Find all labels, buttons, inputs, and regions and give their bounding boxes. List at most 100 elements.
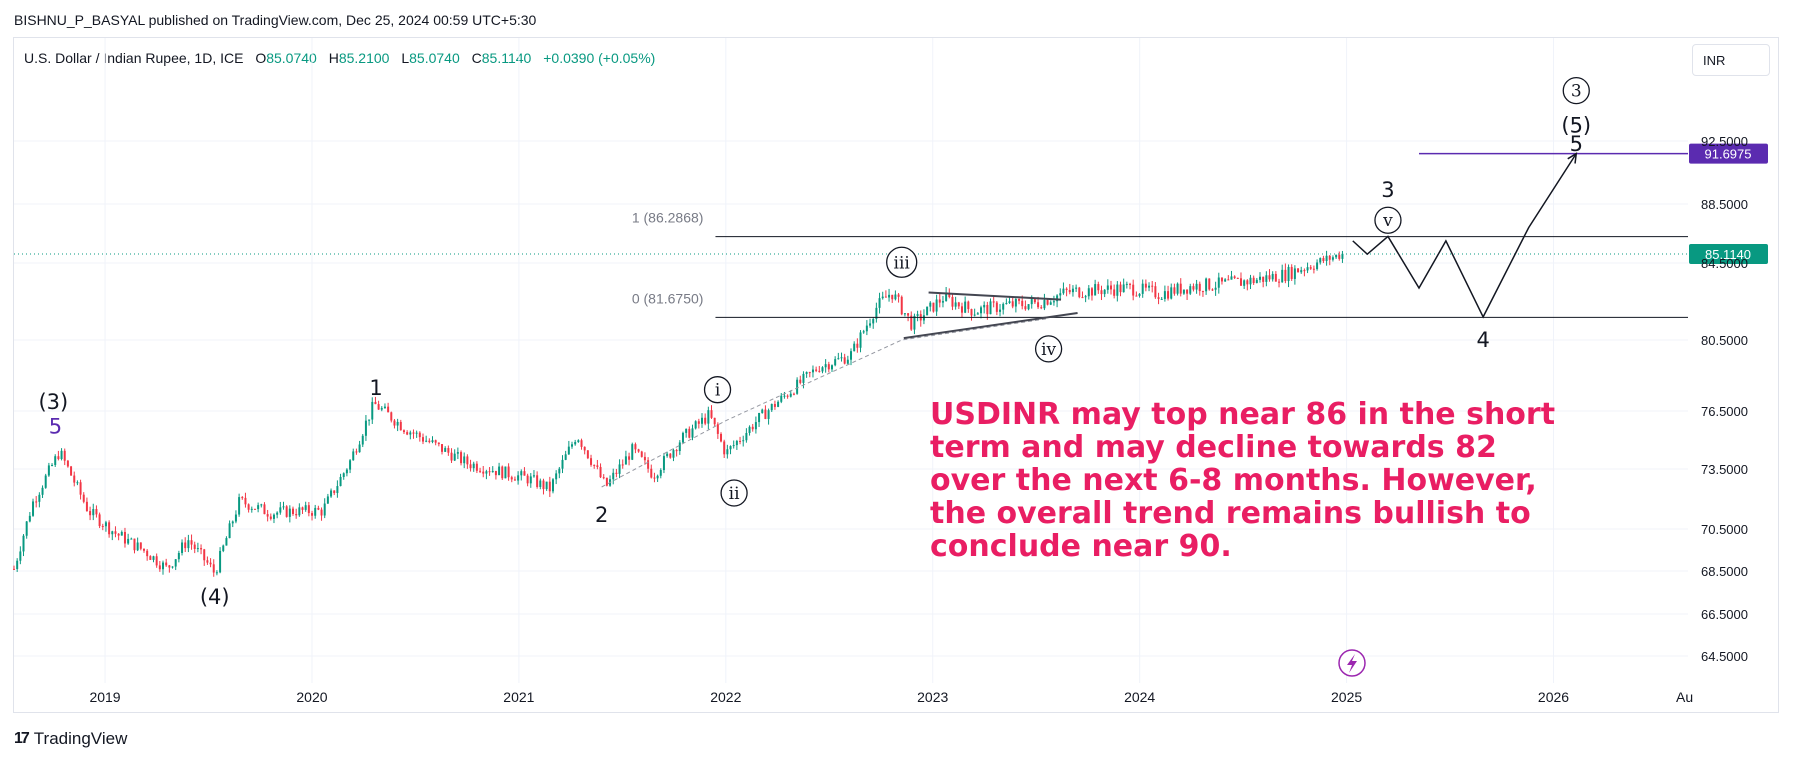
currency-button[interactable]: INR: [1692, 44, 1770, 76]
candle-body: [935, 299, 938, 312]
candle-body: [463, 456, 466, 464]
candle-body: [133, 538, 136, 551]
candle-body: [973, 314, 976, 316]
candle-body: [1125, 283, 1128, 285]
symbol-title[interactable]: U.S. Dollar / Indian Rupee, 1D, ICE: [24, 50, 244, 66]
candle-body: [393, 420, 396, 426]
candle-body: [964, 301, 967, 313]
candle-body: [583, 446, 586, 451]
candle-body: [333, 490, 336, 494]
candle-body: [51, 464, 54, 466]
candle-body: [1059, 293, 1062, 296]
candle-body: [875, 307, 878, 319]
candle-body: [1160, 298, 1163, 300]
candle-body: [1157, 297, 1160, 299]
candle-body: [1037, 302, 1040, 308]
candle-body: [127, 538, 130, 544]
publish-info: BISHNU_P_BASYAL published on TradingView…: [14, 12, 537, 28]
candle-body: [551, 479, 554, 492]
candle-body: [593, 464, 596, 466]
low-value: 85.0740: [409, 50, 460, 66]
candle-body: [1046, 300, 1049, 305]
candle-body: [805, 372, 808, 374]
candle-body: [799, 379, 802, 383]
candle-body: [181, 542, 184, 553]
candle-body: [659, 470, 662, 476]
candle-body: [200, 548, 203, 550]
candle-body: [1300, 270, 1303, 273]
candle-body: [292, 508, 295, 515]
candle-body: [453, 453, 456, 461]
candle-body: [704, 417, 707, 424]
low-label: L: [401, 50, 410, 66]
candle-body: [1119, 284, 1122, 293]
candle-body: [136, 542, 139, 551]
candle-body: [1084, 296, 1087, 298]
wave-label: iii: [894, 253, 911, 273]
candle-body: [1068, 290, 1071, 293]
candle-body: [1090, 288, 1093, 296]
open-value: 85.0740: [266, 50, 317, 66]
candle-body: [808, 372, 811, 374]
candle-body: [653, 477, 656, 479]
candle-body: [967, 301, 970, 310]
candle-body: [260, 504, 263, 506]
candle-body: [162, 562, 165, 570]
candle-body: [1021, 300, 1024, 307]
candle-body: [76, 482, 79, 484]
candle-body: [748, 426, 751, 433]
candle-body: [25, 521, 28, 536]
candle-body: [41, 487, 44, 495]
candle-body: [301, 507, 304, 510]
candle-body: [913, 315, 916, 330]
candle-body: [380, 408, 383, 410]
dashed-trendline: [601, 318, 1047, 488]
candle-body: [1071, 288, 1074, 293]
candle-body: [590, 458, 593, 465]
candle-body: [764, 409, 767, 419]
wave-label: 4: [1476, 328, 1489, 352]
candle-body: [479, 470, 482, 472]
candle-body: [364, 420, 367, 436]
candle-body: [383, 406, 386, 409]
tradingview-footer[interactable]: 17 TradingView: [14, 729, 127, 749]
candle-body: [171, 566, 174, 568]
candle-body: [326, 496, 329, 504]
candle-body: [1249, 277, 1252, 285]
candle-body: [726, 449, 729, 455]
candle-body: [1167, 291, 1170, 299]
candle-body: [983, 304, 986, 308]
drawings: 1 (86.2868) 0 (81.6750) 85.1140 91.6975: [14, 143, 1768, 677]
candle-body: [723, 441, 726, 455]
candle-body: [193, 544, 196, 549]
candle-body: [95, 509, 98, 515]
candle-body: [272, 514, 275, 519]
candle-body: [472, 463, 475, 469]
wave-label: 3: [1571, 82, 1582, 102]
candle-body: [355, 451, 358, 453]
candle-body: [545, 481, 548, 490]
candle-body: [980, 307, 983, 314]
candle-body: [739, 440, 742, 442]
candle-body: [536, 475, 539, 487]
candle-body: [184, 542, 187, 549]
candle-body: [377, 404, 380, 410]
candle-body: [1132, 284, 1135, 296]
candle-body: [986, 304, 989, 315]
candle-body: [650, 468, 653, 478]
candle-body: [761, 409, 764, 414]
candle-body: [1230, 276, 1233, 280]
candle-body: [1103, 289, 1106, 295]
candle-body: [469, 464, 472, 469]
high-label: H: [328, 50, 339, 66]
candle-body: [1278, 281, 1281, 283]
last-price-badge: [1689, 243, 1768, 264]
candle-body: [485, 471, 488, 474]
candle-body: [282, 506, 285, 508]
candle-body: [957, 302, 960, 307]
candle-body: [678, 442, 681, 452]
candle-body: [1284, 269, 1287, 282]
candle-body: [247, 504, 250, 510]
candle-body: [1341, 253, 1344, 259]
